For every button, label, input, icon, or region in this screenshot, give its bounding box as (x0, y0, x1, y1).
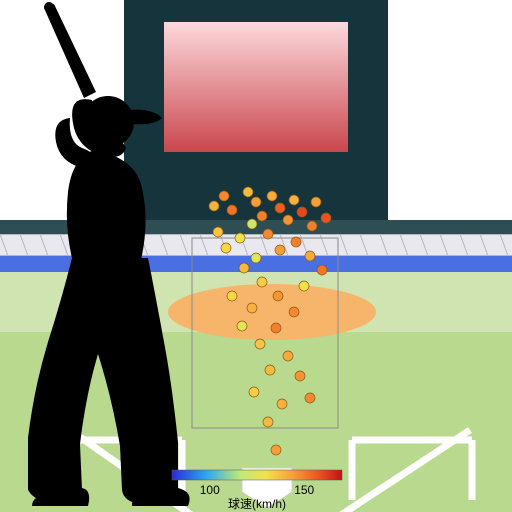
pitch-marker (295, 371, 305, 381)
pitch-marker (305, 393, 315, 403)
pitch-marker (251, 197, 261, 207)
pitch-marker (265, 365, 275, 375)
legend-label: 球速(km/h) (228, 497, 286, 511)
pitch-marker (277, 399, 287, 409)
pitch-marker (221, 243, 231, 253)
pitch-marker (283, 351, 293, 361)
pitch-marker (289, 307, 299, 317)
pitch-marker (257, 211, 267, 221)
pitch-marker (271, 445, 281, 455)
pitch-marker (247, 219, 257, 229)
pitch-marker (243, 187, 253, 197)
pitch-marker (263, 229, 273, 239)
pitch-marker (239, 263, 249, 273)
pitch-marker (267, 191, 277, 201)
legend-tick: 100 (200, 483, 220, 497)
pitch-marker (289, 195, 299, 205)
scoreboard (124, 0, 388, 220)
pitch-marker (255, 339, 265, 349)
pitch-marker (227, 205, 237, 215)
pitch-marker (305, 251, 315, 261)
pitch-marker (275, 203, 285, 213)
pitch-marker (251, 253, 261, 263)
pitch-marker (321, 213, 331, 223)
pitch-marker (219, 191, 229, 201)
pitch-marker (235, 233, 245, 243)
pitch-marker (291, 237, 301, 247)
pitch-marker (257, 277, 267, 287)
pitch-marker (275, 245, 285, 255)
pitch-marker (263, 417, 273, 427)
legend-tick: 150 (294, 483, 314, 497)
pitch-location-chart: 100 150 球速(km/h) (0, 0, 512, 512)
pitch-marker (273, 291, 283, 301)
pitch-marker (237, 321, 247, 331)
pitch-marker (307, 221, 317, 231)
pitch-marker (299, 281, 309, 291)
pitch-marker (283, 215, 293, 225)
pitch-marker (317, 265, 327, 275)
pitch-marker (249, 387, 259, 397)
pitch-marker (209, 201, 219, 211)
pitch-marker (311, 197, 321, 207)
pitch-marker (227, 291, 237, 301)
pitch-marker (297, 207, 307, 217)
pitch-marker (213, 227, 223, 237)
pitch-marker (247, 303, 257, 313)
pitch-marker (271, 323, 281, 333)
